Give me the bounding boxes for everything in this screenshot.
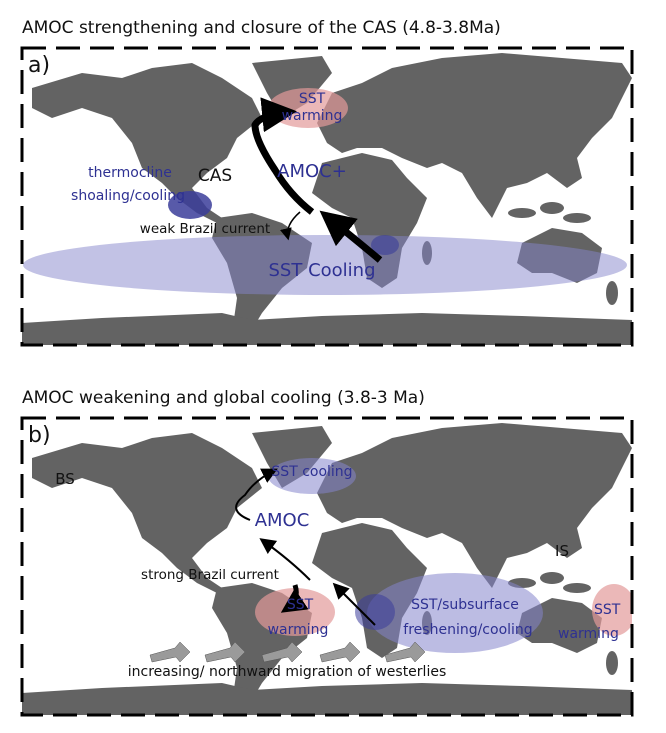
panel-label: b) xyxy=(28,423,51,448)
annotation: SST xyxy=(287,597,314,613)
annotation: weak Brazil current xyxy=(140,221,270,237)
annotation: freshening/cooling xyxy=(403,622,532,638)
annotation: warming xyxy=(268,622,329,638)
annotation: BS xyxy=(55,470,75,488)
annotation: IS xyxy=(555,542,569,560)
annotation: SST xyxy=(594,602,621,618)
annotation: increasing/ northward migration of weste… xyxy=(128,664,447,680)
annotation: CAS xyxy=(198,166,232,186)
map xyxy=(22,418,632,715)
annotation: SST cooling xyxy=(271,464,352,480)
panel-title: AMOC strengthening and closure of the CA… xyxy=(22,18,501,38)
panel-title: AMOC weakening and global cooling (3.8-3… xyxy=(22,388,425,408)
panel-label: a) xyxy=(28,53,50,78)
annotation: warming xyxy=(282,108,343,124)
annotation: SST xyxy=(299,91,326,107)
annotation: SST Cooling xyxy=(269,260,376,281)
annotation: AMOC+ xyxy=(277,161,347,182)
annotation: warming xyxy=(558,626,619,642)
annotation: thermocline xyxy=(88,165,172,181)
annotation: SST/subsurface xyxy=(411,597,519,613)
annotation: AMOC xyxy=(255,510,310,531)
annotation: strong Brazil current xyxy=(141,567,279,583)
map xyxy=(22,48,632,345)
annotation: shoaling/cooling xyxy=(71,188,185,204)
